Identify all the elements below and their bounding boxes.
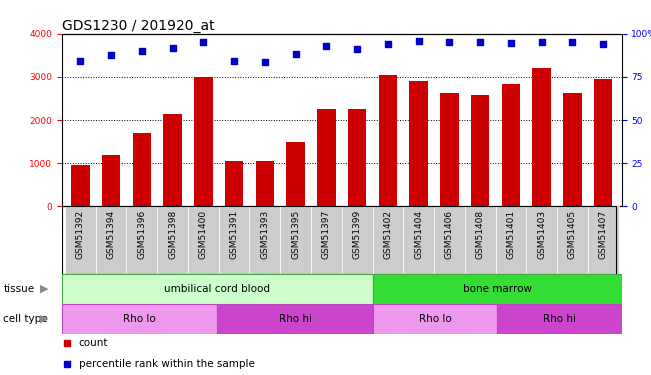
Bar [342,206,372,274]
Text: GSM51393: GSM51393 [260,210,270,259]
Point [598,41,609,47]
Text: GSM51396: GSM51396 [137,210,146,259]
Text: GSM51400: GSM51400 [199,210,208,259]
Text: GSM51395: GSM51395 [291,210,300,259]
Bar [588,206,618,274]
Point [506,40,516,46]
Bar [434,206,465,274]
Bar [249,206,280,274]
Point [475,39,486,45]
Bar [194,77,213,206]
Bar [527,206,557,274]
Bar [157,206,188,274]
Point [352,46,363,52]
Bar [471,95,490,206]
Bar [495,206,527,274]
Point [106,53,117,58]
Bar [379,75,397,206]
Bar [563,93,582,206]
Text: Rho lo: Rho lo [419,314,451,324]
Bar [533,68,551,206]
Bar [163,114,182,206]
Point [229,58,240,64]
Text: Rho lo: Rho lo [123,314,156,324]
Bar [71,165,90,206]
Bar [409,81,428,206]
Bar [348,109,367,206]
Bar [373,304,497,334]
Text: GSM51402: GSM51402 [383,210,393,259]
Bar [311,206,342,274]
Bar [188,206,219,274]
Bar [217,304,373,334]
Text: count: count [79,338,108,348]
Text: GSM51391: GSM51391 [230,210,239,259]
Bar [440,93,459,206]
Bar [502,84,520,206]
Text: GSM51405: GSM51405 [568,210,577,259]
Bar [62,304,217,334]
Point [413,38,424,44]
Text: ▶: ▶ [40,284,49,294]
Text: percentile rank within the sample: percentile rank within the sample [79,359,255,369]
Text: Rho hi: Rho hi [543,314,576,324]
Text: GSM51394: GSM51394 [107,210,116,259]
Bar [225,161,243,206]
Point [444,39,454,45]
Bar [280,206,311,274]
Text: GSM51407: GSM51407 [599,210,608,259]
Bar [404,206,434,274]
Bar [465,206,495,274]
Text: ▶: ▶ [40,314,49,324]
Point [567,39,577,45]
Bar [256,160,274,206]
Point [383,41,393,47]
Bar [557,206,588,274]
Text: GSM51392: GSM51392 [76,210,85,259]
Text: GSM51403: GSM51403 [537,210,546,259]
Text: GSM51406: GSM51406 [445,210,454,259]
Bar [286,142,305,206]
Text: GSM51398: GSM51398 [168,210,177,259]
Point [137,48,147,54]
Text: umbilical cord blood: umbilical cord blood [164,284,270,294]
Bar [372,206,404,274]
Text: bone marrow: bone marrow [463,284,532,294]
Bar [126,206,157,274]
Text: cell type: cell type [3,314,48,324]
Point [75,58,85,64]
Bar [102,154,120,206]
Point [167,45,178,51]
Bar [133,133,151,206]
Bar [594,79,613,206]
Text: tissue: tissue [3,284,35,294]
Bar [497,304,622,334]
Bar [62,274,373,304]
Point [198,39,208,45]
Text: GSM51401: GSM51401 [506,210,516,259]
Point [321,43,331,49]
Point [290,51,301,57]
Text: GDS1230 / 201920_at: GDS1230 / 201920_at [62,19,214,33]
Point [536,39,547,45]
Bar [317,109,336,206]
Bar [373,274,622,304]
Text: GSM51404: GSM51404 [414,210,423,259]
Bar [219,206,249,274]
Bar [65,206,96,274]
Text: GSM51399: GSM51399 [353,210,362,259]
Text: GSM51397: GSM51397 [322,210,331,259]
Text: Rho hi: Rho hi [279,314,312,324]
Point [260,59,270,65]
Text: GSM51408: GSM51408 [476,210,485,259]
Bar [96,206,126,274]
